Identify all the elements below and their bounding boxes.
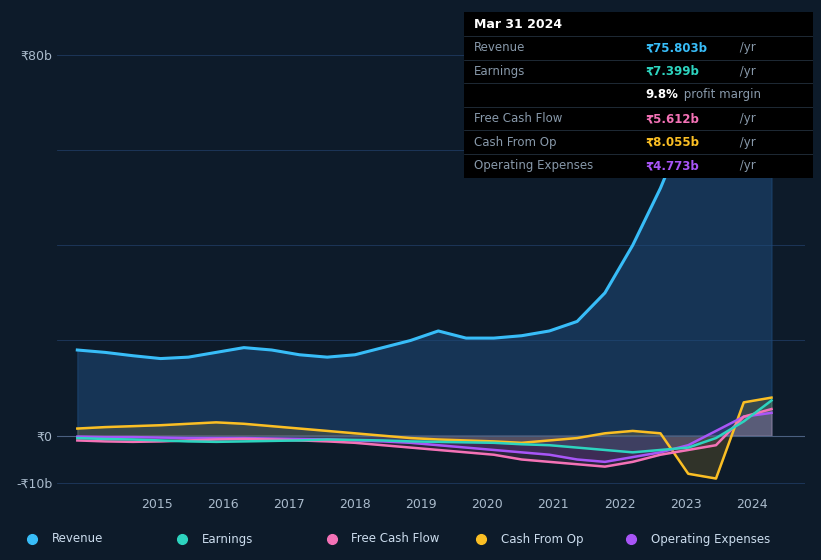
Text: Operating Expenses: Operating Expenses [475, 159, 594, 172]
Text: /yr: /yr [736, 65, 756, 78]
Text: ₹8.055b: ₹8.055b [645, 136, 699, 148]
Text: Revenue: Revenue [475, 41, 525, 54]
Text: Revenue: Revenue [52, 533, 103, 545]
Text: /yr: /yr [736, 41, 756, 54]
Text: ₹75.803b: ₹75.803b [645, 41, 708, 54]
Text: /yr: /yr [736, 159, 756, 172]
Text: Operating Expenses: Operating Expenses [651, 533, 770, 545]
Text: Earnings: Earnings [202, 533, 253, 545]
Text: /yr: /yr [736, 136, 756, 148]
Text: 9.8%: 9.8% [645, 88, 678, 101]
Text: ₹4.773b: ₹4.773b [645, 159, 699, 172]
Text: ₹7.399b: ₹7.399b [645, 65, 699, 78]
Text: Earnings: Earnings [475, 65, 525, 78]
Text: ₹5.612b: ₹5.612b [645, 112, 699, 125]
Text: Cash From Op: Cash From Op [501, 533, 584, 545]
Text: profit margin: profit margin [680, 88, 761, 101]
Text: /yr: /yr [736, 112, 756, 125]
Text: Free Cash Flow: Free Cash Flow [475, 112, 562, 125]
Text: Cash From Op: Cash From Op [475, 136, 557, 148]
Text: Mar 31 2024: Mar 31 2024 [475, 17, 562, 31]
Text: Free Cash Flow: Free Cash Flow [351, 533, 440, 545]
